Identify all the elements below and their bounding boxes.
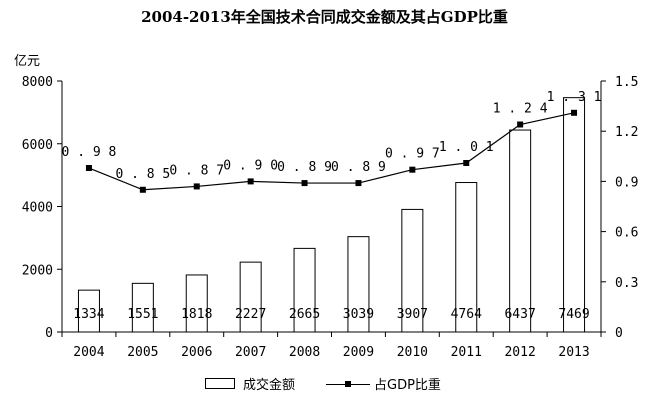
chart-svg: 0 2000 4000 6000 8000 0 0.3 0.6 0.9 1.2 1.5 2004 200… xyxy=(22,75,639,360)
legend-line-label: 占GDP比重 xyxy=(374,378,441,393)
y-left-tick-label: 6000 xyxy=(22,138,53,153)
x-tick-label: 2005 xyxy=(127,345,158,360)
y-axis-unit-label: 亿元 xyxy=(14,54,41,69)
bar-value-label: 6437 xyxy=(504,307,535,322)
x-tick-label: 2013 xyxy=(558,345,589,360)
x-tick-label: 2010 xyxy=(397,345,428,360)
bar xyxy=(131,282,154,333)
line-point xyxy=(247,178,254,185)
bar xyxy=(347,236,370,333)
bar xyxy=(509,129,532,333)
y-left-tick-label: 0 xyxy=(45,326,53,341)
line-point xyxy=(85,165,92,172)
x-tick-label: 2006 xyxy=(181,345,212,360)
legend-line-swatch xyxy=(326,378,370,390)
x-tick-label: 2011 xyxy=(451,345,482,360)
line-point xyxy=(517,121,524,128)
bar-value-label: 3039 xyxy=(343,307,374,322)
x-tick-label: 2007 xyxy=(235,345,266,360)
line-value-label: 1 . 0 1 xyxy=(439,140,494,155)
bar-value-label: 1334 xyxy=(73,307,104,322)
line-value-label: 0 . 9 7 xyxy=(385,147,440,162)
line-value-label: 1 . 3 1 xyxy=(547,90,602,105)
bar-value-label: 1818 xyxy=(181,307,212,322)
line-value-label: 0 . 8 9 xyxy=(277,160,332,175)
bar-value-label: 1551 xyxy=(127,307,158,322)
bar xyxy=(77,289,100,333)
legend-bar-swatch xyxy=(205,378,235,389)
line-value-label: 0 . 8 5 xyxy=(115,167,170,182)
y-right-tick-label: 0.3 xyxy=(615,276,638,291)
x-tick-label: 2009 xyxy=(343,345,374,360)
line-point xyxy=(301,180,308,187)
line-point xyxy=(571,109,578,116)
y-left-tick-label: 4000 xyxy=(22,201,53,216)
bar xyxy=(455,182,478,333)
x-tick-label: 2008 xyxy=(289,345,320,360)
y-left-tick-label: 2000 xyxy=(22,263,53,278)
y-right-tick-label: 0.6 xyxy=(615,226,638,241)
line-value-label: 0 . 8 7 xyxy=(169,163,224,178)
bar xyxy=(401,208,424,333)
line-value-label: 0 . 9 8 xyxy=(62,145,117,160)
line-point xyxy=(193,183,200,190)
y-right-tick-label: 0.9 xyxy=(615,175,638,190)
line-point xyxy=(409,166,416,173)
bar-value-label: 2665 xyxy=(289,307,320,322)
legend: 成交金额 占GDP比重 xyxy=(0,374,649,394)
line-series xyxy=(88,112,575,191)
chart-title: 2004-2013年全国技术合同成交金额及其占GDP比重 xyxy=(141,8,508,26)
y-right-tick-label: 1.2 xyxy=(615,125,638,140)
bar xyxy=(293,247,316,333)
bar xyxy=(239,261,262,333)
legend-bar-label: 成交金额 xyxy=(243,378,296,393)
bar-value-label: 4764 xyxy=(451,307,482,322)
bar-value-label: 2227 xyxy=(235,307,266,322)
line-value-label: 0 . 8 9 xyxy=(331,160,386,175)
line-point xyxy=(139,186,146,193)
y-left-tick-label: 8000 xyxy=(22,75,53,90)
legend-item-bars: 成交金额 xyxy=(205,374,295,393)
line-value-label: 1 . 2 4 xyxy=(493,102,548,117)
bar-value-label: 3907 xyxy=(397,307,428,322)
line-point xyxy=(355,180,362,187)
bar xyxy=(185,274,208,333)
y-right-tick-label: 0 xyxy=(615,326,623,341)
x-tick-label: 2012 xyxy=(504,345,535,360)
bar-value-label: 7469 xyxy=(558,307,589,322)
legend-item-line: 占GDP比重 xyxy=(326,374,441,393)
line-value-label: 0 . 9 0 xyxy=(223,158,278,173)
x-tick-label: 2004 xyxy=(73,345,104,360)
line-point xyxy=(463,159,470,166)
y-right-tick-label: 1.5 xyxy=(615,75,638,90)
bar xyxy=(563,97,586,333)
